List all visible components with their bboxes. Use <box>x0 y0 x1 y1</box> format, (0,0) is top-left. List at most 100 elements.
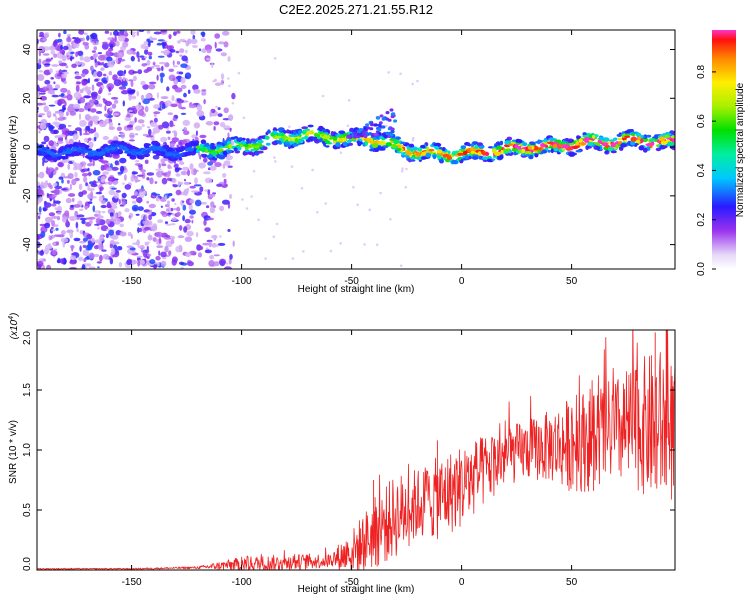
spectrogram-noise-cell <box>175 30 181 34</box>
spectrogram-noise-cell <box>107 180 113 185</box>
spectrogram-ridge-cell <box>544 144 549 148</box>
spectrogram-noise-cell <box>399 264 403 268</box>
spectrogram-ridge-cell <box>364 141 368 146</box>
spectrogram-noise-cell <box>131 107 138 114</box>
spectrogram-ridge-cell <box>330 131 334 136</box>
spectrogram-noise-cell <box>167 170 172 175</box>
spectrogram-noise-cell <box>128 139 135 142</box>
spectrogram-noise-cell <box>137 206 144 211</box>
snr-y-tick-label: 2.0 <box>22 331 33 345</box>
spectrogram-ridge-cell <box>504 149 510 152</box>
spectrogram-noise-cell <box>51 64 59 67</box>
spectrogram-noise-cell <box>183 130 190 136</box>
spectrogram-ridge-cell <box>325 145 330 148</box>
spectrogram-noise-cell <box>117 171 124 175</box>
spectrogram-noise-cell <box>347 99 351 102</box>
spectrogram-ridge-cell <box>477 151 482 156</box>
spectrogram-noise-cell <box>168 250 172 256</box>
spectrogram-noise-cell <box>131 171 138 175</box>
spectrogram-noise-cell <box>175 173 181 177</box>
spectrogram-noise-cell <box>149 177 154 185</box>
spectrogram-noise-cell <box>187 261 194 267</box>
spectrogram-noise-cell <box>379 191 382 195</box>
spectrogram-ridge-cell <box>286 143 291 147</box>
snr-panel: -150 -100 -50 0 50 0.0 0.5 1.0 1.5 2.0 Height of… <box>8 313 676 595</box>
spectrogram-noise-cell <box>59 49 66 55</box>
spectrogram-noise-cell <box>180 170 188 176</box>
spectrogram-ridge-cell <box>494 143 498 147</box>
spectrogram-noise-cell <box>375 243 379 247</box>
spectrogram-noise-cell <box>103 73 107 77</box>
spectrogram-ridge-cell <box>472 156 479 160</box>
spectrogram-noise-cell <box>108 126 115 130</box>
spectrogram-noise-cell <box>44 202 52 208</box>
spectrogram-noise-cell <box>81 173 88 177</box>
spectrogram-noise-cell <box>154 181 158 184</box>
spectrogram-noise-cell <box>107 92 112 96</box>
spectrogram-noise-cell <box>146 59 151 66</box>
spectrogram-noise-cell <box>182 119 191 126</box>
spectrogram-noise-cell <box>142 84 149 90</box>
spectrogram-noise-cell <box>324 202 328 205</box>
snr-y-tick-label: 1.0 <box>22 443 33 457</box>
spectrogram-noise-cell <box>88 128 95 134</box>
spectrogram-noise-cell <box>97 54 106 61</box>
spectrogram-noise-cell <box>94 136 97 142</box>
spectrogram-ridge-cell <box>572 145 579 150</box>
spectrogram-x-tick-label: -150 <box>122 276 142 287</box>
spectrogram-noise-cell <box>79 161 87 167</box>
spectrogram-ridge-cell <box>322 138 328 142</box>
spectrogram-noise-cell <box>368 208 372 212</box>
spectrogram-noise-cell <box>38 70 43 73</box>
spectrogram-noise-cell <box>132 75 137 82</box>
spectrogram-ridge-cell <box>451 150 456 156</box>
spectrogram-noise-cell <box>164 221 169 225</box>
spectrogram-noise-cell <box>198 245 204 251</box>
spectrogram-noise-cell <box>79 55 84 61</box>
spectrogram-noise-cell <box>59 258 65 264</box>
spectrogram-noise-cell <box>158 250 161 256</box>
spectrogram-noise-cell <box>237 71 241 75</box>
spectrogram-noise-cell <box>204 177 213 184</box>
spectrogram-ridge-layer <box>37 108 675 165</box>
spectrogram-noise-cell <box>113 212 118 219</box>
spectrogram-ridge-cell <box>614 144 620 149</box>
spectrogram-noise-cell <box>53 182 58 187</box>
spectrogram-noise-cell <box>209 206 216 214</box>
spectrogram-ridge-cell <box>396 148 402 151</box>
spectrogram-noise-cell <box>37 189 44 196</box>
spectrogram-noise-cell <box>91 93 98 100</box>
spectrogram-ridge-cell <box>514 143 519 149</box>
spectrogram-y-tick-label: 0 <box>22 144 33 150</box>
spectrogram-noise-cell <box>209 255 215 260</box>
spectrogram-noise-cell <box>176 99 185 104</box>
spectrogram-noise-cell <box>131 33 136 38</box>
spectrogram-noise-cell <box>112 241 120 245</box>
spectrogram-ridge-cell <box>155 151 162 157</box>
spectrogram-noise-cell <box>83 176 88 183</box>
spectrogram-noise-cell <box>411 82 415 86</box>
spectrogram-noise-cell <box>211 242 217 248</box>
spectrogram-noise-cell <box>65 139 69 144</box>
spectrogram-noise-cell <box>228 84 231 88</box>
spectrogram-noise-cell <box>171 178 177 184</box>
spectrogram-ridge-cell <box>638 145 645 151</box>
spectrogram-noise-cell <box>252 170 256 173</box>
spectrogram-noise-cell <box>160 251 167 258</box>
spectrogram-noise-cell <box>182 215 186 222</box>
spectrogram-noise-cell <box>90 65 94 72</box>
spectrogram-noise-cell <box>38 92 46 95</box>
spectrogram-noise-cell <box>66 55 69 58</box>
spectrogram-ridge-cell <box>304 128 310 132</box>
spectrogram-ridge-cell <box>381 117 386 121</box>
spectrogram-ridge-cell <box>379 114 384 118</box>
spectrogram-ridge-cell <box>240 140 247 145</box>
spectrogram-noise-cell <box>117 211 122 217</box>
spectrogram-ridge-cell <box>287 137 293 142</box>
spectrogram-noise-cell <box>102 79 108 84</box>
snr-background <box>37 330 675 570</box>
spectrogram-noise-cell <box>250 195 253 198</box>
spectrogram-noise-cell <box>57 211 62 215</box>
spectrogram-noise-cell <box>69 206 75 211</box>
spectrogram-noise-cell <box>229 194 233 199</box>
